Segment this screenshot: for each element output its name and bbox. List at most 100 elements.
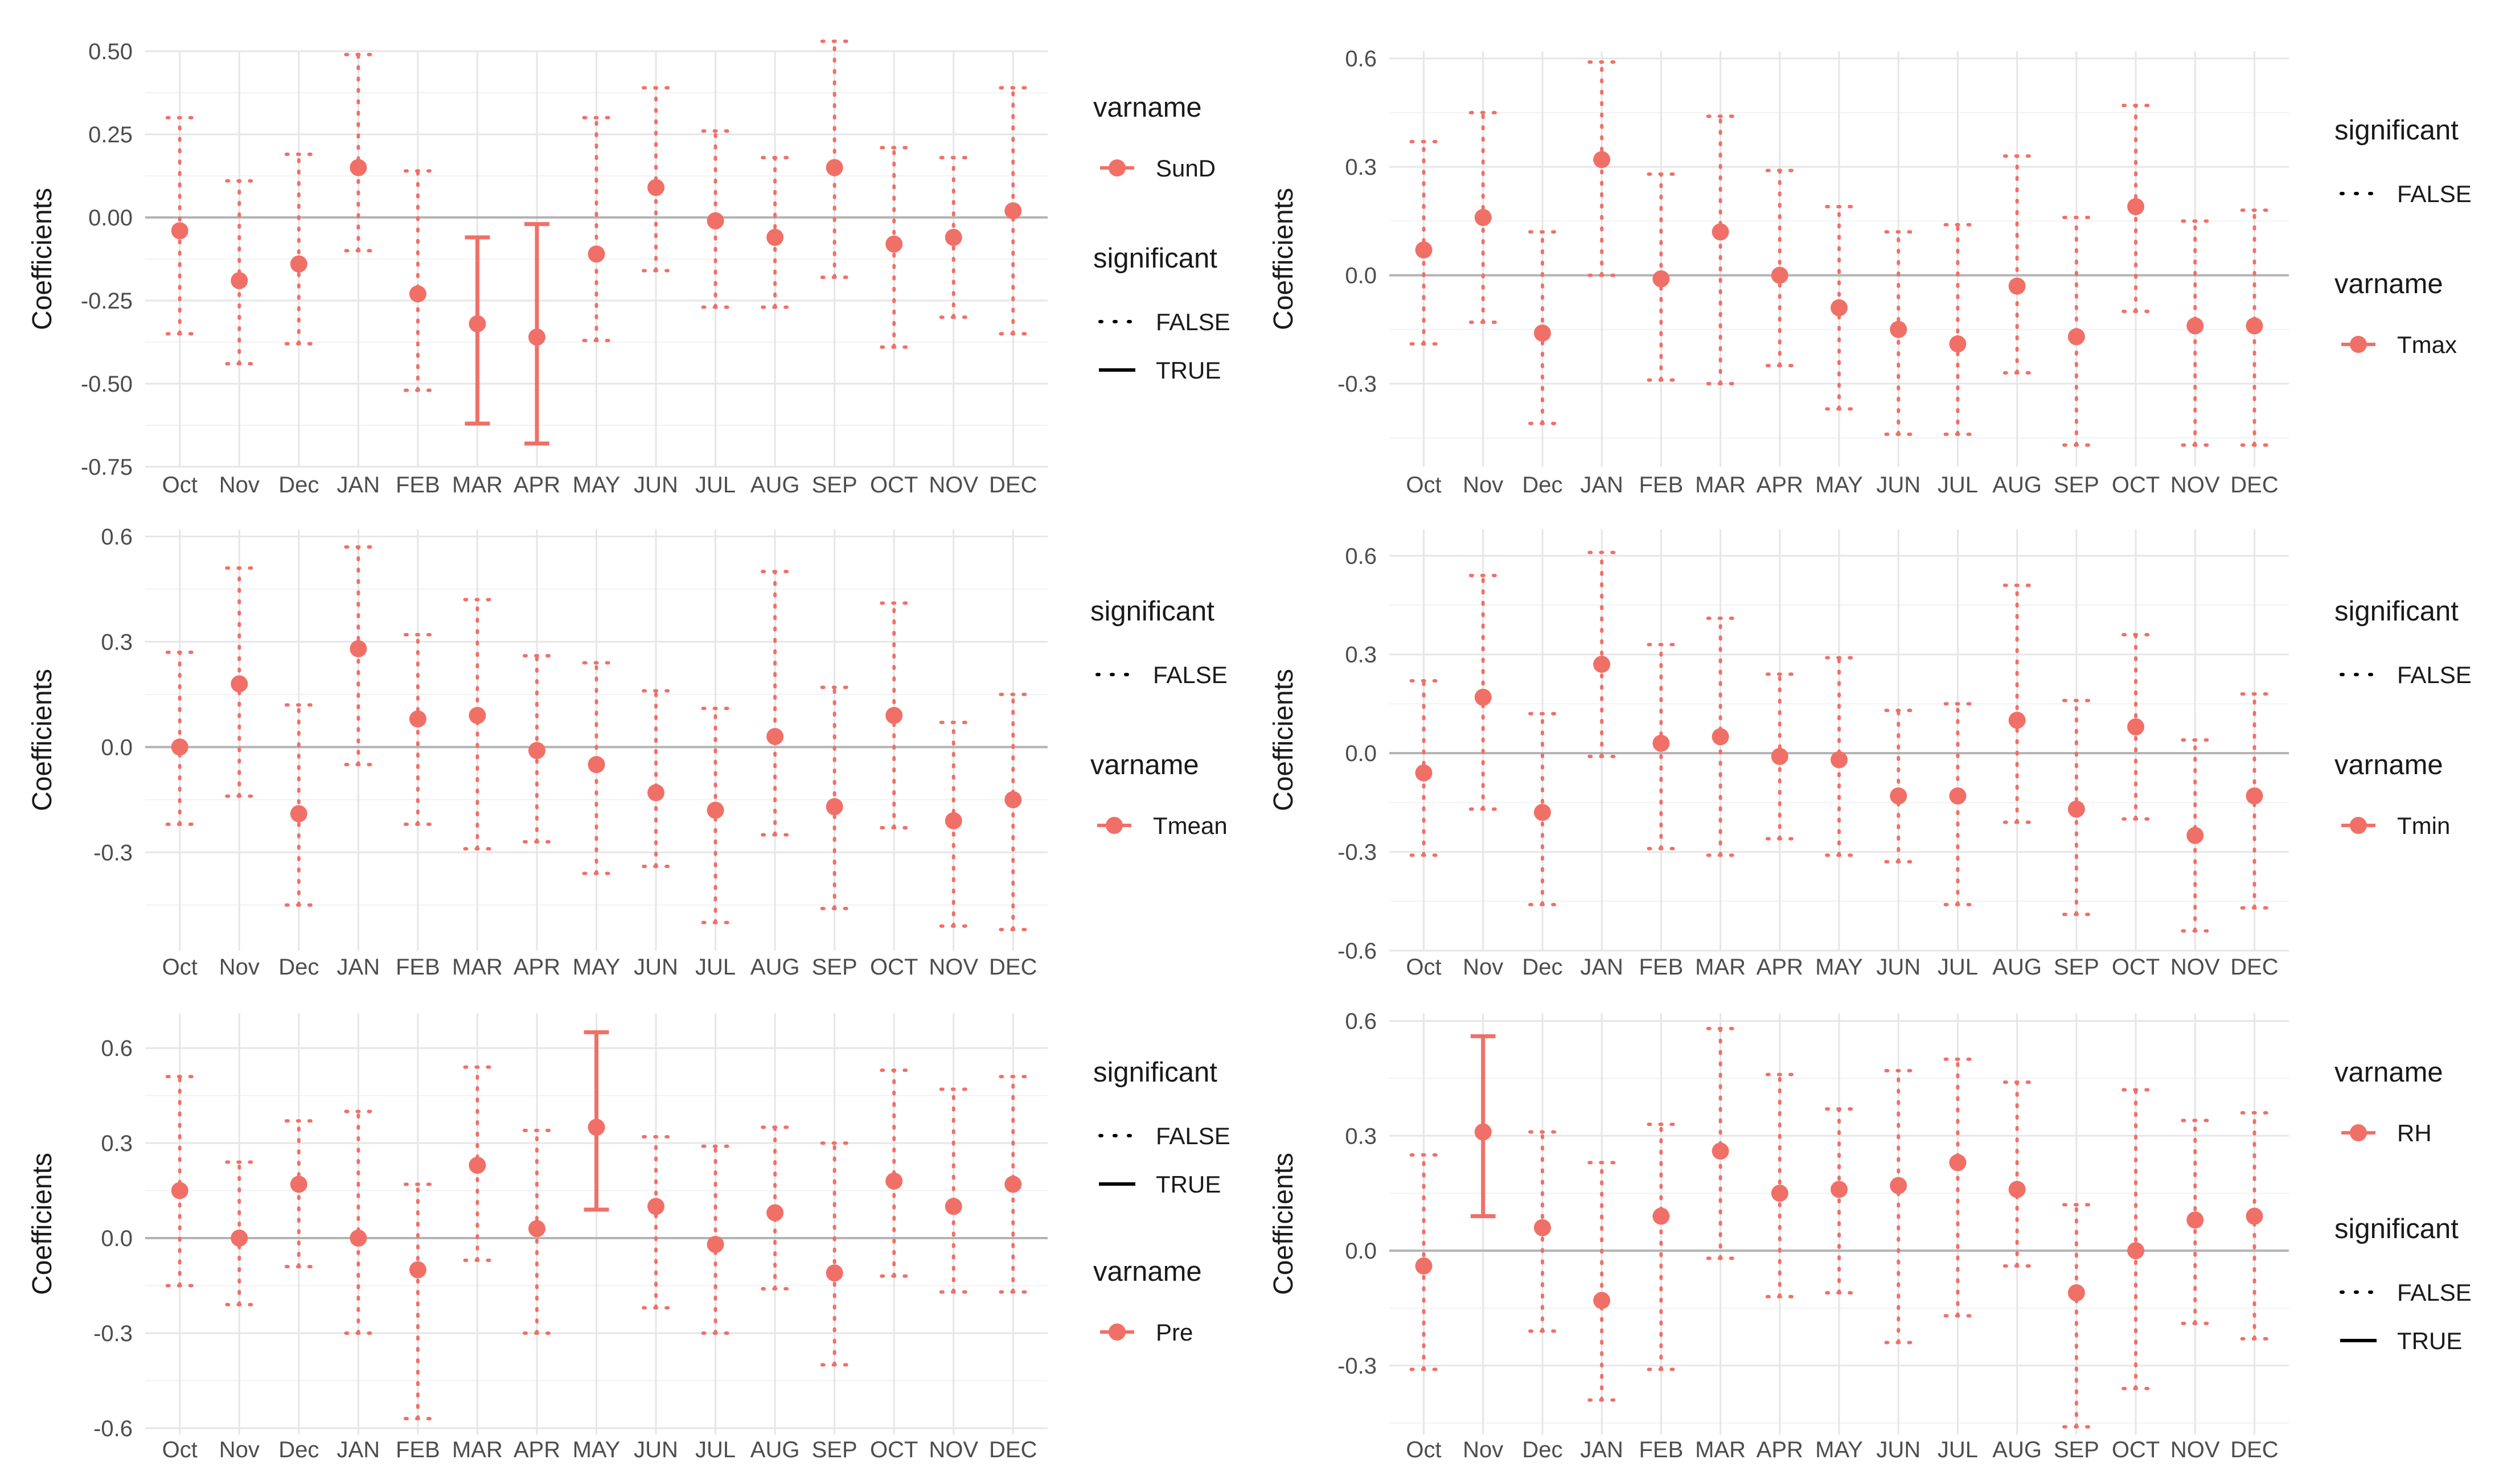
x-tick-label: Dec xyxy=(278,955,319,980)
legend-key-point xyxy=(2350,1124,2367,1141)
x-tick-label: APR xyxy=(1757,1437,1803,1462)
data-point xyxy=(2067,1284,2085,1302)
errorbar xyxy=(820,39,849,279)
errorbar xyxy=(642,689,670,868)
errorbar xyxy=(1825,656,1853,857)
x-tick-label: NOV xyxy=(2170,472,2220,498)
data-point xyxy=(766,1204,784,1222)
data-point xyxy=(1652,1207,1670,1225)
y-axis-title: Coefficients xyxy=(27,669,58,811)
x-tick-label: MAR xyxy=(1695,472,1746,498)
data-point xyxy=(2008,1181,2026,1198)
errorbar xyxy=(344,1109,373,1335)
legend-label-significant: FALSE xyxy=(2397,1279,2472,1306)
x-tick-label: OCT xyxy=(870,955,918,980)
x-tick-label: Nov xyxy=(1463,472,1503,498)
legend-label-varname: Tmin xyxy=(2397,812,2450,839)
errorbar xyxy=(1706,114,1735,385)
x-tick-label: DEC xyxy=(2230,472,2278,498)
errorbar xyxy=(701,706,730,924)
errorbar xyxy=(344,545,373,767)
data-point xyxy=(2067,328,2085,346)
y-tick-label: 0.6 xyxy=(1345,47,1377,72)
x-tick-label: DEC xyxy=(2230,955,2278,980)
y-tick-label: 0.0 xyxy=(1345,741,1377,766)
x-tick-label: OCT xyxy=(2112,955,2160,980)
x-tick-label: MAY xyxy=(1815,1437,1863,1462)
x-tick-label: FEB xyxy=(396,955,440,980)
x-tick-label: SEP xyxy=(812,472,857,498)
data-point xyxy=(707,1236,724,1253)
legend-label-varname: Tmax xyxy=(2397,331,2457,358)
y-tick-label: -0.75 xyxy=(81,455,133,480)
y-axis-title: Coefficients xyxy=(27,188,58,330)
data-point xyxy=(1593,1292,1611,1309)
errorbar xyxy=(165,1075,194,1288)
x-tick-label: APR xyxy=(514,955,560,980)
data-point xyxy=(1652,270,1670,287)
data-point xyxy=(171,738,188,756)
errorbar xyxy=(1884,1068,1913,1345)
data-point xyxy=(469,1157,486,1174)
data-point xyxy=(1949,335,1967,353)
x-tick-label: Dec xyxy=(278,1437,319,1462)
errorbar xyxy=(1943,223,1972,436)
x-tick-label: NOV xyxy=(929,955,978,980)
x-tick-label: NOV xyxy=(2170,1437,2220,1462)
x-tick-label: MAY xyxy=(573,472,621,498)
data-point xyxy=(945,812,962,829)
x-tick-label: DEC xyxy=(2230,1437,2278,1462)
data-point xyxy=(528,328,545,346)
errorbar xyxy=(403,1182,432,1421)
data-point xyxy=(2127,198,2145,215)
errorbar xyxy=(1884,708,1913,864)
data-point xyxy=(826,159,843,176)
data-point xyxy=(1415,241,1433,259)
data-point xyxy=(1890,320,1907,338)
y-tick-label: 0.3 xyxy=(101,630,133,655)
x-tick-label: AUG xyxy=(1992,955,2042,980)
data-point xyxy=(885,1172,903,1190)
legend-label-significant: TRUE xyxy=(1156,1171,1221,1198)
x-tick-label: JUN xyxy=(634,955,678,980)
legend-title-significant: significant xyxy=(1093,1057,1217,1088)
x-tick-label: Oct xyxy=(162,955,198,980)
legend-label-varname: SunD xyxy=(1156,155,1216,182)
legend-title-varname: varname xyxy=(2334,750,2443,780)
data-point xyxy=(766,229,784,246)
y-tick-label: 0.6 xyxy=(1345,1009,1377,1034)
legend-title-significant: significant xyxy=(2334,115,2459,146)
y-tick-label: 0.3 xyxy=(101,1131,133,1156)
chart-panel-6: 0.6 0.3 0.0 -0.3 Oct Nov Dec JAN FEB MAR APR MAY JUN… xyxy=(1269,1009,2472,1462)
data-point xyxy=(2127,1242,2145,1260)
legend-title-significant: significant xyxy=(1090,596,1214,627)
x-tick-label: AUG xyxy=(750,472,800,498)
errorbar xyxy=(1825,1107,1853,1295)
data-point xyxy=(1533,804,1551,821)
x-tick-label: OCT xyxy=(870,472,918,498)
errorbar xyxy=(1943,702,1972,907)
x-tick-label: DEC xyxy=(989,955,1037,980)
y-tick-label: 0.3 xyxy=(1345,1124,1377,1149)
y-tick-label: 0.3 xyxy=(1345,155,1377,180)
x-tick-label: MAY xyxy=(573,1437,621,1462)
data-point xyxy=(1831,1181,1848,1198)
legend-title-varname: varname xyxy=(1093,92,1202,123)
y-tick-label: 0.0 xyxy=(101,1226,133,1251)
y-tick-label: 0.0 xyxy=(1345,1239,1377,1264)
errorbar xyxy=(1765,1072,1794,1298)
x-tick-label: AUG xyxy=(750,1437,800,1462)
data-point xyxy=(2246,1207,2263,1225)
errorbar xyxy=(1587,550,1616,758)
legend-key-point xyxy=(1106,817,1123,834)
data-point xyxy=(290,1175,307,1193)
chart-panel-2: 0.6 0.3 0.0 -0.3 Oct Nov Dec JAN FEB MAR APR MAY JUN… xyxy=(1269,47,2472,498)
data-point xyxy=(945,229,962,246)
errorbar xyxy=(2003,1080,2032,1268)
data-point xyxy=(2067,800,2085,818)
errorbar xyxy=(880,146,909,349)
errorbar xyxy=(1943,1057,1972,1318)
x-tick-label: SEP xyxy=(2054,955,2099,980)
x-tick-label: AUG xyxy=(750,955,800,980)
x-tick-label: Nov xyxy=(219,955,260,980)
